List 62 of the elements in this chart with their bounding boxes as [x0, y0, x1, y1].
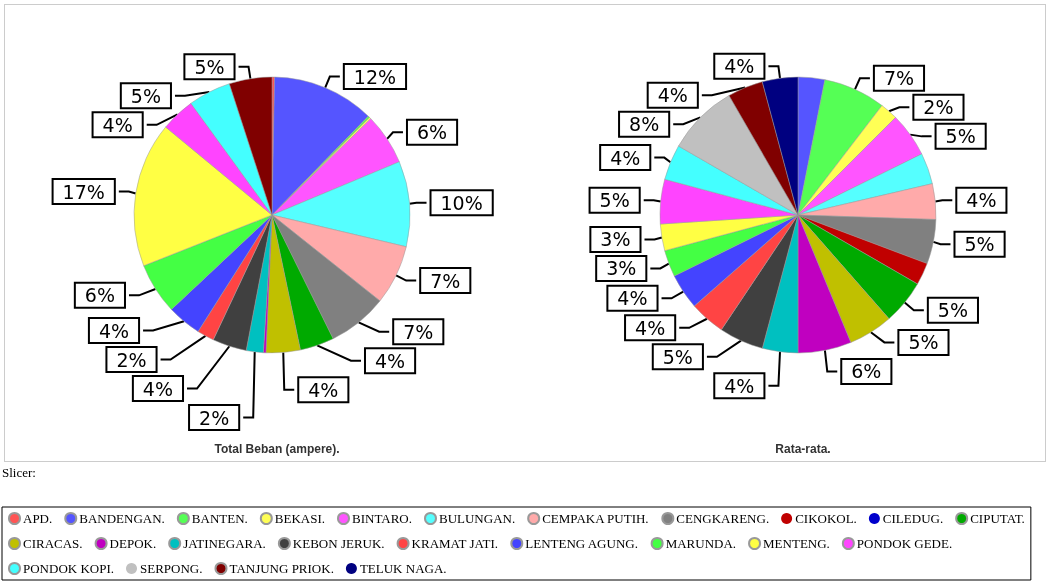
legend-label: BINTARO.: [352, 511, 412, 526]
legend-label: APD.: [23, 511, 53, 526]
data-label: 4%: [142, 377, 174, 400]
data-label: 4%: [657, 84, 688, 107]
data-label: 4%: [308, 378, 339, 401]
slice-label: Total Beban (ampere).: [214, 442, 340, 456]
legend-label: KEBON JERUK.: [292, 536, 385, 551]
legend-label: CIRACAS.: [23, 536, 83, 551]
legend-label: PONDOK KOPI.: [23, 561, 115, 576]
data-label: 5%: [194, 55, 225, 78]
data-label: 6%: [851, 360, 882, 383]
legend-label: BANTEN.: [191, 511, 248, 526]
legend-label: CEMPAKA PUTIH.: [542, 511, 649, 526]
data-label: 7%: [430, 269, 461, 292]
legend-label: TANJUNG PRIOK.: [229, 561, 334, 576]
data-label: 3%: [600, 228, 631, 251]
data-label: 6%: [416, 121, 448, 144]
legend-label: CIKOKOL.: [795, 511, 857, 526]
data-label: 8%: [629, 113, 660, 136]
data-label: 6%: [84, 284, 115, 307]
data-label: 4%: [966, 189, 997, 212]
legend-label: SERPONG.: [140, 561, 203, 576]
data-label: 5%: [964, 233, 995, 256]
data-label: 4%: [98, 319, 130, 342]
legend-label: JATINEGARA.: [183, 536, 266, 551]
data-label: 5%: [937, 299, 968, 322]
data-label: 4%: [617, 287, 648, 310]
data-label: 7%: [883, 67, 915, 90]
legend-label: PONDOK GEDE.: [856, 536, 953, 551]
data-label: 4%: [102, 113, 133, 136]
data-label: 5%: [599, 189, 630, 212]
data-label: 4%: [724, 374, 755, 397]
legend-label: LENTENG AGUNG.: [525, 536, 638, 551]
data-label: 2%: [199, 406, 230, 429]
data-label: 4%: [724, 55, 755, 78]
data-label: 5%: [945, 125, 976, 148]
legend-label: MENTENG.: [763, 536, 830, 551]
legend-label: DEPOK.: [109, 536, 157, 551]
legend-label: KRAMAT JATI.: [411, 536, 499, 551]
legend-label: CENGKARENG.: [676, 511, 770, 526]
data-label: 3%: [606, 257, 637, 280]
legend-label: BEKASI.: [274, 511, 326, 526]
legend-label: BULUNGAN.: [438, 511, 516, 526]
legend-label: BANDENGAN.: [79, 511, 165, 526]
data-label: 17%: [62, 180, 105, 203]
data-label: 4%: [374, 349, 406, 372]
data-label: 4%: [610, 146, 641, 169]
data-label: 7%: [403, 320, 434, 343]
legend-label: CILEDUG.: [882, 511, 944, 526]
data-label: 12%: [353, 65, 397, 88]
slice-label: Rata-rata.: [775, 442, 831, 456]
data-label: 2%: [116, 348, 147, 371]
data-label: 2%: [923, 96, 954, 119]
data-label: 10%: [440, 191, 483, 214]
data-label: 5%: [662, 345, 693, 368]
legend-label: CIPUTAT.: [970, 511, 1025, 526]
legend-label: TELUK NAGA.: [359, 561, 447, 576]
legend-label: MARUNDA.: [665, 536, 737, 551]
data-label: 5%: [908, 331, 939, 354]
data-label: 5%: [130, 84, 161, 107]
text: Slicer:: [2, 465, 36, 480]
data-label: 4%: [635, 316, 666, 339]
